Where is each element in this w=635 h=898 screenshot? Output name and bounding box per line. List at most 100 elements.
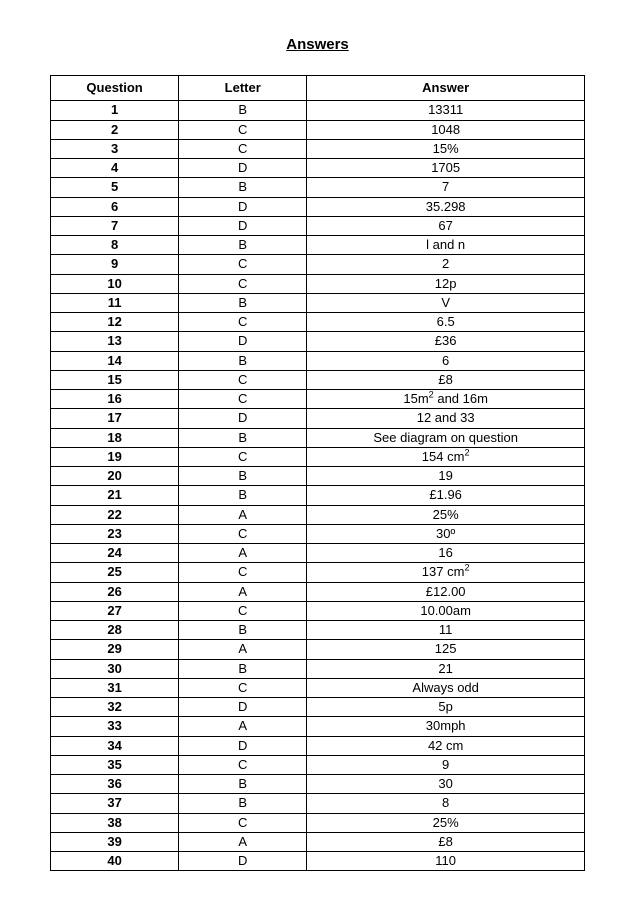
cell-question: 32 (51, 698, 179, 717)
cell-letter: A (179, 832, 307, 851)
cell-question: 34 (51, 736, 179, 755)
cell-question: 37 (51, 794, 179, 813)
table-row: 31CAlways odd (51, 678, 585, 697)
cell-letter: B (179, 775, 307, 794)
cell-answer: 6 (307, 351, 585, 370)
cell-question: 13 (51, 332, 179, 351)
cell-letter: C (179, 255, 307, 274)
table-row: 11BV (51, 293, 585, 312)
cell-answer: 5p (307, 698, 585, 717)
answers-page: Answers Question Letter Answer 1B133112C… (0, 0, 635, 871)
table-row: 27C10.00am (51, 601, 585, 620)
cell-question: 4 (51, 159, 179, 178)
table-row: 14B6 (51, 351, 585, 370)
cell-answer: 13311 (307, 101, 585, 120)
cell-answer: 8 (307, 794, 585, 813)
cell-question: 2 (51, 120, 179, 139)
cell-answer: See diagram on question (307, 428, 585, 447)
table-row: 38C25% (51, 813, 585, 832)
cell-question: 7 (51, 216, 179, 235)
cell-question: 15 (51, 370, 179, 389)
cell-letter: B (179, 794, 307, 813)
cell-answer: 7 (307, 178, 585, 197)
cell-answer: l and n (307, 236, 585, 255)
cell-answer: 12 and 33 (307, 409, 585, 428)
cell-question: 22 (51, 505, 179, 524)
table-row: 25C137 cm2 (51, 563, 585, 582)
cell-letter: C (179, 524, 307, 543)
cell-letter: D (179, 216, 307, 235)
cell-answer: £1.96 (307, 486, 585, 505)
cell-letter: D (179, 852, 307, 871)
cell-answer: £12.00 (307, 582, 585, 601)
table-row: 12C6.5 (51, 313, 585, 332)
cell-question: 27 (51, 601, 179, 620)
table-row: 35C9 (51, 755, 585, 774)
cell-answer: 19 (307, 467, 585, 486)
cell-answer: 15% (307, 139, 585, 158)
cell-answer: 15m2 and 16m (307, 390, 585, 409)
table-row: 18BSee diagram on question (51, 428, 585, 447)
col-header-answer: Answer (307, 76, 585, 101)
cell-letter: C (179, 139, 307, 158)
cell-letter: B (179, 178, 307, 197)
cell-letter: D (179, 736, 307, 755)
cell-question: 25 (51, 563, 179, 582)
header-row: Question Letter Answer (51, 76, 585, 101)
cell-question: 33 (51, 717, 179, 736)
cell-question: 9 (51, 255, 179, 274)
table-row: 13D£36 (51, 332, 585, 351)
cell-letter: C (179, 755, 307, 774)
cell-question: 35 (51, 755, 179, 774)
cell-letter: D (179, 698, 307, 717)
cell-answer: 21 (307, 659, 585, 678)
cell-letter: B (179, 659, 307, 678)
table-row: 36B30 (51, 775, 585, 794)
cell-question: 3 (51, 139, 179, 158)
cell-letter: D (179, 197, 307, 216)
cell-question: 20 (51, 467, 179, 486)
cell-question: 17 (51, 409, 179, 428)
cell-answer: 30mph (307, 717, 585, 736)
cell-letter: A (179, 544, 307, 563)
table-row: 32D5p (51, 698, 585, 717)
cell-question: 14 (51, 351, 179, 370)
cell-answer: 137 cm2 (307, 563, 585, 582)
cell-question: 19 (51, 447, 179, 466)
cell-question: 29 (51, 640, 179, 659)
cell-letter: C (179, 313, 307, 332)
cell-answer: 1048 (307, 120, 585, 139)
cell-question: 23 (51, 524, 179, 543)
cell-answer: 42 cm (307, 736, 585, 755)
cell-question: 18 (51, 428, 179, 447)
table-row: 23C30º (51, 524, 585, 543)
cell-letter: D (179, 409, 307, 428)
cell-letter: B (179, 236, 307, 255)
cell-answer: 12p (307, 274, 585, 293)
table-row: 9C2 (51, 255, 585, 274)
cell-question: 21 (51, 486, 179, 505)
cell-answer: 11 (307, 621, 585, 640)
cell-question: 40 (51, 852, 179, 871)
cell-question: 12 (51, 313, 179, 332)
table-row: 21B£1.96 (51, 486, 585, 505)
cell-letter: C (179, 370, 307, 389)
cell-answer: £8 (307, 370, 585, 389)
cell-answer: 6.5 (307, 313, 585, 332)
cell-question: 24 (51, 544, 179, 563)
col-header-letter: Letter (179, 76, 307, 101)
cell-letter: B (179, 101, 307, 120)
col-header-question: Question (51, 76, 179, 101)
cell-letter: A (179, 717, 307, 736)
cell-question: 31 (51, 678, 179, 697)
cell-answer: Always odd (307, 678, 585, 697)
cell-question: 5 (51, 178, 179, 197)
cell-letter: A (179, 640, 307, 659)
page-title: Answers (50, 36, 585, 53)
table-row: 7D67 (51, 216, 585, 235)
cell-answer: 2 (307, 255, 585, 274)
cell-letter: A (179, 505, 307, 524)
cell-letter: B (179, 428, 307, 447)
cell-letter: C (179, 678, 307, 697)
cell-answer: 154 cm2 (307, 447, 585, 466)
